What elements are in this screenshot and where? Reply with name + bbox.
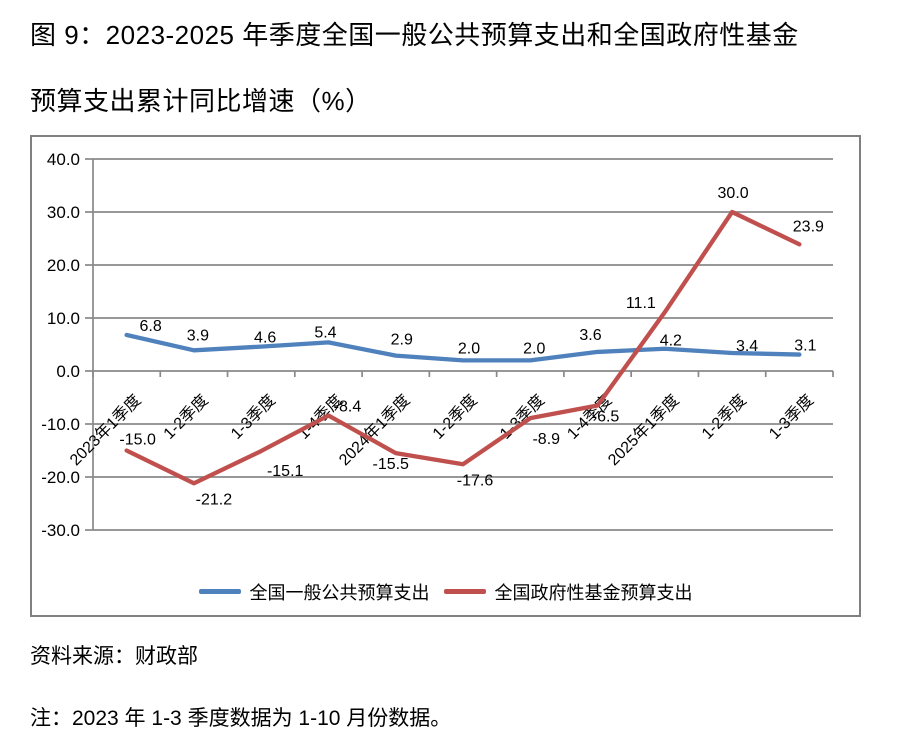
note-text: 注：2023 年 1-3 季度数据为 1-10 月份数据。 — [30, 707, 452, 730]
y-axis-label: 0.0 — [56, 362, 80, 381]
data-label: 2.9 — [391, 332, 413, 349]
data-label: 3.9 — [187, 327, 209, 344]
data-label: 2.0 — [523, 340, 545, 357]
data-label: -6.5 — [592, 408, 620, 425]
category-label: 1-2季度 — [429, 391, 481, 443]
category-label: 1-2季度 — [160, 391, 212, 443]
y-axis-label: 30.0 — [47, 203, 80, 222]
legend-line-sample — [443, 589, 486, 594]
data-label: -21.2 — [196, 491, 233, 508]
data-label: 4.2 — [660, 333, 682, 350]
category-label: 1-3季度 — [765, 391, 817, 443]
legend-item-0: 全国一般公共预算支出 — [198, 579, 430, 605]
data-label: 23.9 — [793, 218, 824, 235]
data-label: 3.4 — [736, 338, 758, 355]
data-label: -8.9 — [532, 431, 560, 448]
chart-container: 40.0 30.0 20.0 10.0 0.0 -10.0 -20.0 -30.0 2023年1… — [30, 135, 861, 617]
category-label: 1-2季度 — [698, 391, 750, 443]
figure-title-line2: 预算支出累计同比增速（%） — [30, 86, 372, 116]
legend-item-1: 全国政府性基金预算支出 — [443, 579, 693, 605]
y-axis-label: 20.0 — [47, 256, 80, 275]
figure-title-line1: 图 9：2023-2025 年季度全国一般公共预算支出和全国政府性基金 — [30, 20, 799, 50]
legend-line-sample — [198, 589, 241, 594]
data-label: 5.4 — [314, 324, 336, 341]
chart-legend: 全国一般公共预算支出 全国政府性基金预算支出 — [32, 568, 859, 615]
y-axis-label: 10.0 — [47, 309, 80, 328]
category-label: 2025年1季度 — [605, 391, 683, 469]
series-line-0 — [124, 332, 802, 363]
data-label: -15.0 — [119, 432, 156, 449]
data-label: -17.6 — [457, 472, 494, 489]
legend-label: 全国一般公共预算支出 — [249, 582, 430, 603]
source-text: 资料来源：财政部 — [30, 645, 198, 668]
data-label: 6.8 — [140, 318, 162, 335]
y-axis-label: -10.0 — [41, 415, 80, 434]
data-label: -8.4 — [334, 399, 362, 416]
data-label: 2.0 — [458, 340, 480, 357]
data-label: 3.6 — [579, 327, 601, 344]
data-label: 4.6 — [254, 330, 276, 347]
y-axis-label: -20.0 — [41, 468, 80, 487]
series-line-1 — [124, 209, 802, 486]
y-axis-label: -30.0 — [41, 521, 80, 540]
data-label: -15.1 — [267, 463, 304, 480]
data-label: 3.1 — [794, 338, 816, 355]
line-chart: 40.030.020.010.00.0-10.0-20.0-30.02023年1… — [41, 150, 834, 540]
data-label: 11.1 — [626, 295, 656, 312]
y-axis-label: 40.0 — [47, 150, 80, 169]
data-label: 30.0 — [718, 185, 749, 202]
category-label: 1-3季度 — [227, 391, 279, 443]
legend-label: 全国政府性基金预算支出 — [494, 582, 693, 603]
data-label: -15.5 — [372, 456, 409, 473]
